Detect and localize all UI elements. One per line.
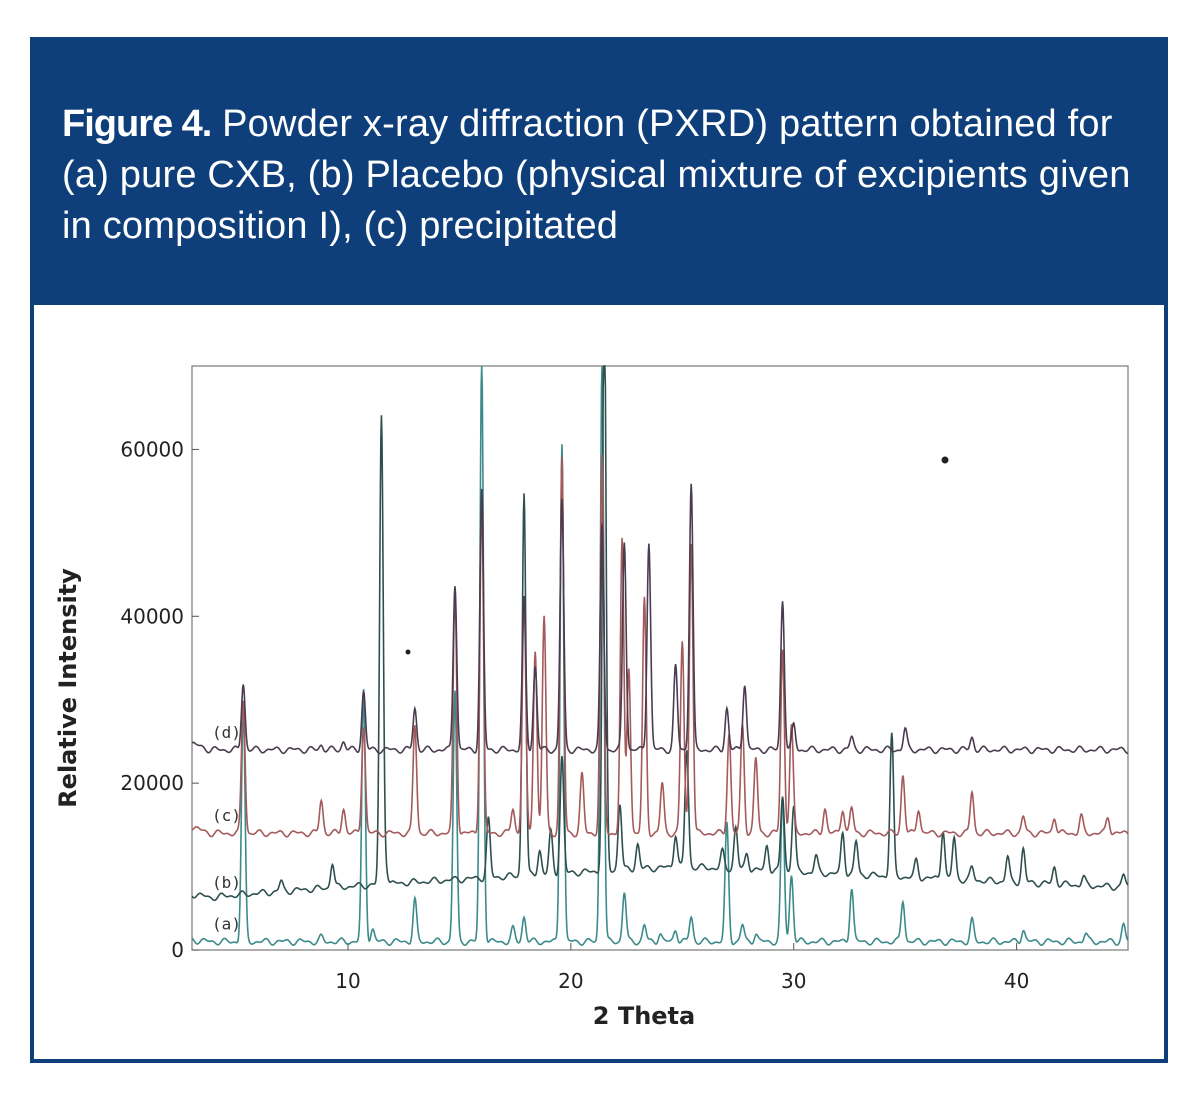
y-tick-label: 20000 — [120, 771, 184, 795]
series-d-line — [191, 483, 1129, 755]
figure-frame: Figure 4. Powder x-ray diffraction (PXRD… — [30, 37, 1168, 1063]
x-tick-label: 40 — [1004, 969, 1029, 993]
speck-mark — [405, 649, 411, 655]
x-axis-title: 2 Theta — [593, 1002, 695, 1030]
series-b-line — [191, 365, 1129, 902]
x-tick-label: 20 — [558, 969, 583, 993]
pxrd-chart: 10 20 30 40 0 20000 40000 60000 (a) (b) (c) (d) 2 … — [54, 365, 1129, 1030]
series-label: (c) — [212, 806, 241, 825]
series-label: (b) — [212, 873, 241, 892]
caption-text: Powder x-ray diffraction (PXRD) pattern … — [62, 103, 1131, 247]
speck-mark — [941, 456, 949, 464]
series-label: (a) — [212, 915, 241, 934]
series-label: (d) — [212, 723, 241, 742]
y-tick-label: 40000 — [120, 604, 184, 628]
figure-caption: Figure 4. Powder x-ray diffraction (PXRD… — [34, 41, 1164, 305]
plot-area — [191, 365, 1129, 951]
y-tick-label: 60000 — [120, 437, 184, 461]
y-axis-title: Relative Intensity — [54, 568, 82, 808]
series-a-line — [191, 365, 1129, 947]
series-c-line — [191, 454, 1129, 838]
x-tick-label: 10 — [335, 969, 360, 993]
y-tick-label: 0 — [171, 938, 184, 962]
x-tick-label: 30 — [781, 969, 806, 993]
figure-label: Figure 4. — [62, 103, 212, 145]
